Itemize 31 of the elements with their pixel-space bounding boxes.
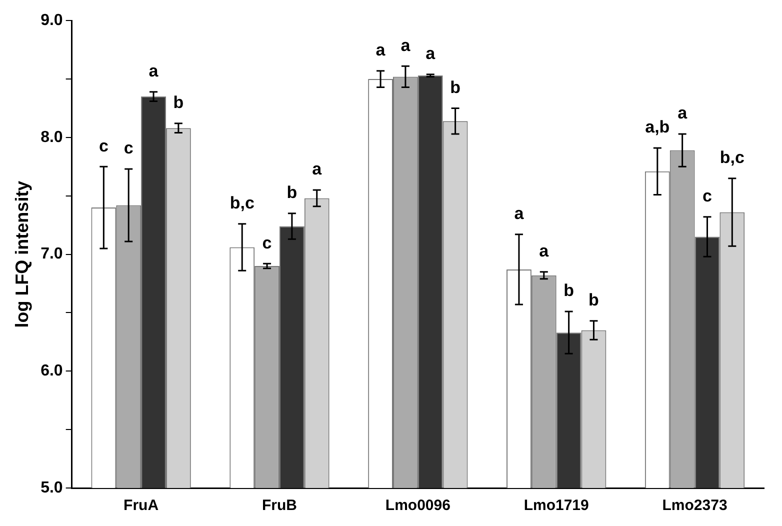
y-axis-title: log LFQ intensity: [12, 180, 32, 328]
annotation: b: [286, 183, 298, 202]
annotation: a: [426, 44, 436, 64]
annotation: a: [400, 36, 411, 55]
y-tick-label: 8.0: [40, 128, 63, 146]
x-tick-label: FruB: [262, 497, 298, 514]
x-tick-label: Lmo1719: [524, 497, 589, 514]
annotation: c: [98, 136, 108, 156]
annotation: c: [124, 138, 134, 158]
annotation: a: [148, 62, 159, 81]
annotation: b,c: [230, 194, 254, 213]
annotation: b,c: [720, 148, 744, 168]
annotation: b: [173, 93, 184, 112]
annotation: b: [564, 281, 574, 300]
x-tick-label: Lmo0096: [385, 497, 450, 514]
annotation: a: [539, 242, 550, 261]
annotation: a: [312, 160, 322, 179]
y-tick-label: 7.0: [40, 246, 63, 263]
annotation: b: [588, 290, 599, 310]
x-tick-label: FruA: [124, 497, 159, 514]
annotation: b: [450, 78, 460, 97]
annotation: c: [262, 233, 272, 252]
y-tick-label: 5.0: [40, 479, 63, 496]
x-tick-label: Lmo2373: [662, 497, 728, 514]
y-tick-label: 9.0: [40, 12, 63, 30]
annotation: a: [514, 204, 524, 224]
annotation: a: [678, 104, 688, 123]
annotation: a: [376, 40, 386, 60]
annotation: c: [702, 186, 712, 206]
y-tick-label: 6.0: [40, 362, 63, 380]
annotation: a,b: [645, 118, 670, 137]
